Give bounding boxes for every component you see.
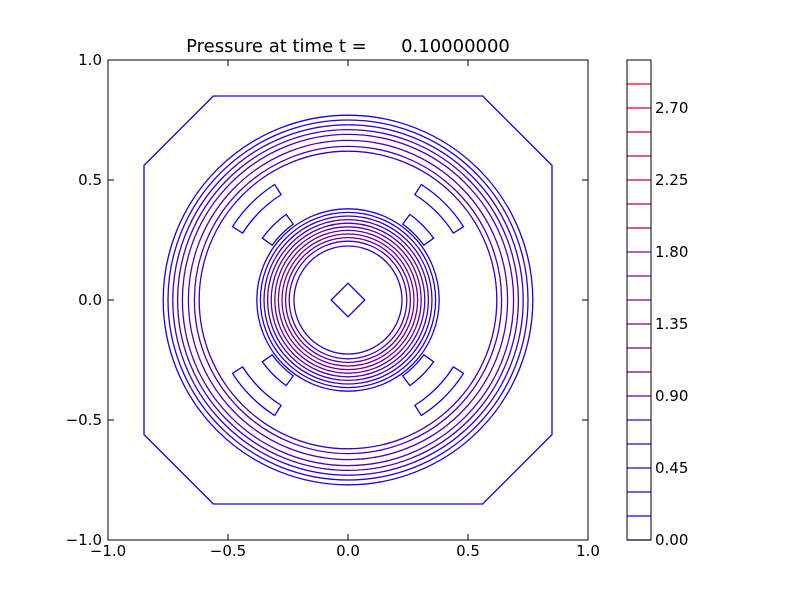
contour-circle-2 xyxy=(167,119,529,481)
chart-title: Pressure at time t = 0.10000000 xyxy=(186,36,510,57)
contour-inner-island-0 xyxy=(401,213,435,247)
colorbar-tick-label: 0.45 xyxy=(655,459,688,477)
contour-outer-island-2 xyxy=(231,365,283,417)
x-tick-label: −1.0 xyxy=(90,542,126,560)
colorbar-tick-label: 1.35 xyxy=(655,315,688,333)
contour-outer-octagon xyxy=(143,95,553,505)
contour-circle-13 xyxy=(270,222,426,378)
x-tick-labels: −1.0 −0.5 0.0 0.5 1.0 xyxy=(90,542,600,560)
contour-circle-7 xyxy=(193,145,503,455)
y-tick-label: 1.0 xyxy=(78,51,102,69)
contour-circle-11 xyxy=(263,215,433,385)
x-tick-label: 0.0 xyxy=(336,542,360,560)
colorbar-tick-label: 1.80 xyxy=(655,243,688,261)
colorbar-tick-label: 2.25 xyxy=(655,171,688,189)
contour-outer-island-3 xyxy=(413,365,465,417)
colorbar-tick-label: 0.00 xyxy=(655,531,688,549)
contour-circle-15 xyxy=(277,229,419,371)
contour-circle-9 xyxy=(256,208,440,392)
contour-circle-10 xyxy=(259,211,437,389)
contour-circle-12 xyxy=(266,218,430,382)
contour-circle-17 xyxy=(284,236,412,364)
contour-diamond xyxy=(330,282,366,318)
colorbar-frame xyxy=(626,59,652,541)
x-tick-label: −0.5 xyxy=(210,542,246,560)
contour-circle-4 xyxy=(176,128,520,472)
plot-area: −1.0 −0.5 0.0 0.5 1.0 1.0 0.5 0.0 −0.5 −1.0 xyxy=(66,51,600,560)
x-tick-label: 0.5 xyxy=(456,542,480,560)
contour-circle-8 xyxy=(198,150,498,450)
contour-inner-island-3 xyxy=(401,353,435,387)
contour-lines xyxy=(143,95,553,505)
contour-outer-island-0 xyxy=(413,183,465,235)
contour-circle-5 xyxy=(181,133,515,467)
colorbar-tick-label: 2.70 xyxy=(655,99,688,117)
colorbar-level-lines xyxy=(627,83,651,541)
contour-inner-island-1 xyxy=(261,213,295,247)
y-tick-label: −1.0 xyxy=(66,531,102,549)
contour-circle-16 xyxy=(281,233,415,367)
title-group: Pressure at time t = 0.10000000 xyxy=(186,36,510,57)
y-tick-label: 0.5 xyxy=(78,171,102,189)
y-tick-label: −0.5 xyxy=(66,411,102,429)
y-tick-label: 0.0 xyxy=(78,291,102,309)
axis-ticks xyxy=(107,59,589,541)
y-tick-labels: 1.0 0.5 0.0 −0.5 −1.0 xyxy=(66,51,102,549)
colorbar: 2.70 2.25 1.80 1.35 0.90 0.45 0.00 xyxy=(626,59,688,549)
colorbar-tick-label: 0.90 xyxy=(655,387,688,405)
contour-circle-19 xyxy=(293,245,403,355)
contour-circle-1 xyxy=(162,114,534,486)
contour-inner-island-2 xyxy=(261,353,295,387)
contour-circle-6 xyxy=(187,139,509,461)
contour-circle-3 xyxy=(172,124,524,476)
contour-outer-island-1 xyxy=(231,183,283,235)
axes-frame xyxy=(107,59,589,541)
x-tick-label: 1.0 xyxy=(576,542,600,560)
colorbar-tick-labels: 2.70 2.25 1.80 1.35 0.90 0.45 0.00 xyxy=(655,99,688,549)
contour-circle-14 xyxy=(274,226,422,374)
contour-circle-18 xyxy=(288,240,408,360)
